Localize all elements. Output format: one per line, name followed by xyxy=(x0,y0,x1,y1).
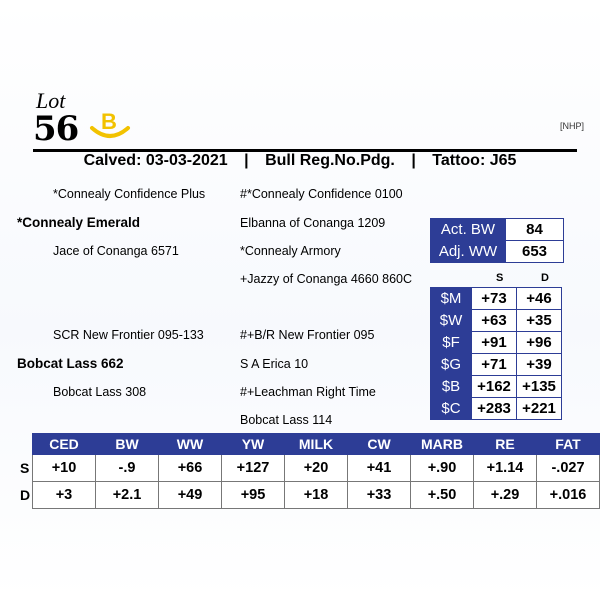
pedigree-sire-sire: *Connealy Confidence Plus xyxy=(53,187,206,201)
epd-value: +95 xyxy=(221,481,285,509)
pedigree-sire-dam: Jace of Conanga 6571 xyxy=(53,244,179,258)
pedigree-sire-sire-sire: #*Connealy Confidence 0100 xyxy=(240,187,403,201)
table-row: D +3 +2.1 +49 +95 +18 +33 +.50 +.29 +.01… xyxy=(20,481,600,509)
adj-ww-value: 653 xyxy=(505,240,564,263)
table-row: $M +73 +46 xyxy=(430,287,562,310)
epd-value: -.027 xyxy=(536,454,600,482)
index-label: $M xyxy=(430,287,472,310)
brand-letter: B xyxy=(101,109,117,134)
pedigree-sire-dam-dam: +Jazzy of Conanga 4660 860C xyxy=(240,272,412,286)
epd-value: +127 xyxy=(221,454,285,482)
epd-header: RE xyxy=(473,433,537,455)
weights-table: Act. BW 84 Adj. WW 653 xyxy=(430,218,564,263)
epd-value: +66 xyxy=(158,454,222,482)
epd-value: +3 xyxy=(32,481,96,509)
table-row: Act. BW 84 xyxy=(430,218,564,241)
separator: | xyxy=(244,152,249,169)
calved-line: Calved: 03-03-2021 | Bull Reg.No.Pdg. | … xyxy=(0,151,600,171)
index-d-value: +221 xyxy=(516,397,562,420)
index-d-value: +35 xyxy=(516,309,562,332)
index-table: $M +73 +46 $W +63 +35 $F +91 +96 $G +71 … xyxy=(430,287,562,420)
pedigree-dam-sire-sire: #+B/R New Frontier 095 xyxy=(240,328,375,342)
epd-value: +.016 xyxy=(536,481,600,509)
epd-row-label: D xyxy=(20,487,31,503)
table-row: Adj. WW 653 xyxy=(430,240,564,263)
index-d-value: +96 xyxy=(516,331,562,354)
nhp-tag: [NHP] xyxy=(560,121,585,131)
epd-value: +.90 xyxy=(410,454,474,482)
index-s-value: +162 xyxy=(471,375,517,398)
pedigree-dam-sire-dam: S A Erica 10 xyxy=(240,357,309,371)
table-row: $W +63 +35 xyxy=(430,309,562,332)
epd-corner xyxy=(20,434,33,455)
index-col-s: S xyxy=(496,272,504,284)
brand-logo-icon: B xyxy=(90,109,130,138)
epd-header: FAT xyxy=(536,433,600,455)
separator: | xyxy=(411,152,416,169)
index-s-value: +91 xyxy=(471,331,517,354)
index-col-d: D xyxy=(541,272,549,284)
epd-header: CW xyxy=(347,433,411,455)
epd-header: CED xyxy=(32,433,96,455)
epd-value: +.50 xyxy=(410,481,474,509)
index-label: $G xyxy=(430,353,472,376)
adj-ww-label: Adj. WW xyxy=(430,240,506,263)
lot-label: Lot xyxy=(36,88,66,113)
lot-number: 56 xyxy=(33,109,79,149)
epd-value: -.9 xyxy=(95,454,159,482)
epd-row-label: S xyxy=(20,460,30,476)
index-s-value: +73 xyxy=(471,287,517,310)
tattoo: Tattoo: J65 xyxy=(432,152,517,169)
pedigree-sire: *Connealy Emerald xyxy=(17,215,141,230)
epd-header-row: CED BW WW YW MILK CW MARB RE FAT xyxy=(20,433,600,455)
epd-value: +10 xyxy=(32,454,96,482)
index-d-value: +135 xyxy=(516,375,562,398)
table-row: $F +91 +96 xyxy=(430,331,562,354)
index-label: $F xyxy=(430,331,472,354)
pedigree-dam-dam-dam: Bobcat Lass 114 xyxy=(240,413,333,427)
pedigree-dam: Bobcat Lass 662 xyxy=(17,356,124,371)
epd-value: +20 xyxy=(284,454,348,482)
calved-date: Calved: 03-03-2021 xyxy=(83,152,228,169)
pedigree-dam-dam-sire: #+Leachman Right Time xyxy=(240,385,376,399)
epd-header: BW xyxy=(95,433,159,455)
header-rule xyxy=(33,149,577,152)
epd-table: CED BW WW YW MILK CW MARB RE FAT S +10 -… xyxy=(20,433,600,509)
table-row: S +10 -.9 +66 +127 +20 +41 +.90 +1.14 -.… xyxy=(20,454,600,482)
index-label: $C xyxy=(430,397,472,420)
pedigree-dam-dam: Bobcat Lass 308 xyxy=(53,385,147,399)
index-d-value: +46 xyxy=(516,287,562,310)
epd-header: MARB xyxy=(410,433,474,455)
index-s-value: +71 xyxy=(471,353,517,376)
registration: Bull Reg.No.Pdg. xyxy=(265,152,395,169)
table-row: $C +283 +221 xyxy=(430,397,562,420)
table-row: $B +162 +135 xyxy=(430,375,562,398)
index-label: $W xyxy=(430,309,472,332)
pedigree-dam-sire: SCR New Frontier 095-133 xyxy=(53,328,204,342)
epd-value: +2.1 xyxy=(95,481,159,509)
table-row: $G +71 +39 xyxy=(430,353,562,376)
index-s-value: +63 xyxy=(471,309,517,332)
epd-value: +18 xyxy=(284,481,348,509)
epd-value: +33 xyxy=(347,481,411,509)
epd-value: +49 xyxy=(158,481,222,509)
act-bw-value: 84 xyxy=(505,218,564,241)
epd-header: WW xyxy=(158,433,222,455)
index-d-value: +39 xyxy=(516,353,562,376)
epd-header: MILK xyxy=(284,433,348,455)
act-bw-label: Act. BW xyxy=(430,218,506,241)
epd-value: +.29 xyxy=(473,481,537,509)
index-label: $B xyxy=(430,375,472,398)
index-s-value: +283 xyxy=(471,397,517,420)
epd-value: +41 xyxy=(347,454,411,482)
pedigree-sire-dam-sire: *Connealy Armory xyxy=(240,244,341,258)
epd-value: +1.14 xyxy=(473,454,537,482)
epd-header: YW xyxy=(221,433,285,455)
pedigree-sire-sire-dam: Elbanna of Conanga 1209 xyxy=(240,216,386,230)
